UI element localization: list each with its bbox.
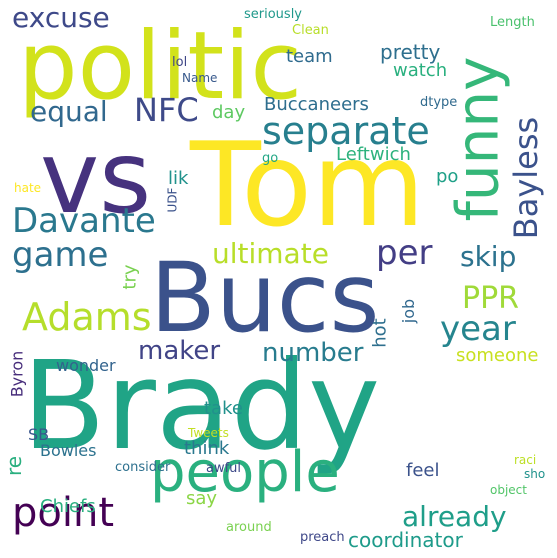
word: dtype [420,95,458,110]
word: Bayless [507,116,546,240]
word: Buccaneers [264,94,369,115]
word: consider [115,460,171,475]
word: Davante [12,201,156,241]
word: politic [18,12,303,121]
word: around [226,520,272,535]
word: vs [40,119,152,236]
word: hot [369,318,391,348]
word: number [262,338,364,368]
word: take [204,398,243,419]
word: equal [30,95,108,128]
word: po [436,166,459,187]
word: Length [490,15,535,30]
word: job [399,298,419,324]
word: PPR [462,281,520,316]
word: UDF [165,187,180,213]
word: Clean [292,23,329,38]
word: game [12,235,109,275]
word: say [186,488,218,509]
word: sho [524,467,546,481]
word: excuse [12,1,110,34]
word: Chiefs [40,496,96,517]
word: Leftwich [336,144,411,165]
word: Bucs [150,242,380,354]
word: day [212,102,246,123]
word: pretty [380,40,441,64]
word: point [12,490,115,536]
word: per [376,233,433,273]
word: people [150,440,340,505]
word: Adams [22,295,152,339]
word: NFC [134,91,199,129]
word: think [184,438,230,459]
word: Tweets [188,426,229,440]
word: feel [406,460,440,481]
word: hate [14,181,42,195]
word: raci [514,453,537,467]
word: year [440,309,516,349]
word: Name [182,71,218,85]
word: SB [28,425,50,444]
word: skip [460,240,517,273]
word: watch [393,60,448,81]
word: re [2,455,27,477]
word: seriously [244,7,302,22]
word: separate [262,109,430,153]
word: try [119,264,141,290]
word: someone [456,345,539,366]
word: coordinator [348,528,463,552]
word: preach [300,530,345,545]
word: already [402,500,507,533]
word: team [286,46,333,67]
word: lol [172,55,188,70]
word: Byron [7,350,27,398]
word: Brady [22,335,381,477]
word: go [262,151,279,166]
word: lik [168,168,189,189]
word: funny [443,56,512,222]
word: object [490,483,527,497]
word: Bowles [40,441,97,460]
word: Tom [190,118,426,253]
word: wonder [56,356,116,375]
word: maker [138,336,221,366]
word: awful [206,461,242,476]
word: ultimate [212,237,329,270]
